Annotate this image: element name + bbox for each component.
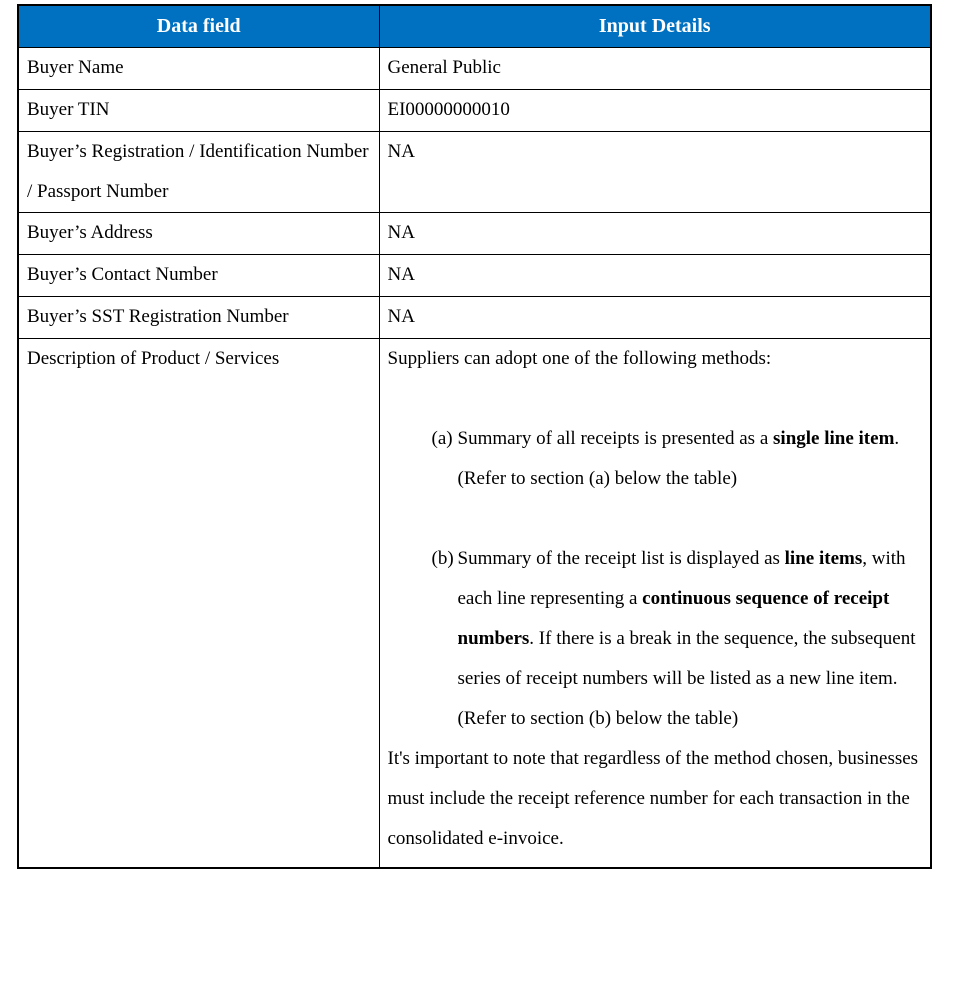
field-label: Buyer Name	[17, 47, 380, 90]
list-marker-a: (a)	[431, 428, 453, 449]
field-label: Buyer’s Address	[17, 212, 380, 255]
list-body-b: Summary of the receipt list is displayed…	[457, 548, 916, 729]
table-row-buyer-contact-number: Buyer’s Contact Number NA	[17, 254, 932, 297]
field-value: General Public	[378, 47, 932, 90]
table-row-buyer-name: Buyer Name General Public	[17, 47, 932, 90]
list-marker-b: (b)	[431, 548, 454, 569]
table-row-buyer-address: Buyer’s Address NA	[17, 212, 932, 255]
header-cell-data-field: Data field	[17, 4, 380, 48]
table-row-buyer-tin: Buyer TIN EI00000000010	[17, 89, 932, 132]
table-row-description-of-product-services: Description of Product / Services Suppli…	[17, 338, 932, 869]
field-value: NA	[378, 212, 932, 255]
description-footer: It's important to note that regardless o…	[387, 748, 919, 849]
header-cell-input-details: Input Details	[378, 4, 932, 48]
table-header-row: Data field Input Details	[17, 4, 932, 48]
description-list-item-b: (b) Summary of the receipt list is displ…	[388, 539, 923, 739]
field-label: Buyer’s Contact Number	[17, 254, 380, 297]
field-label: Buyer’s SST Registration Number	[17, 296, 380, 339]
field-label: Buyer TIN	[17, 89, 380, 132]
field-value: NA	[378, 296, 932, 339]
table-row-buyer-registration-number: Buyer’s Registration / Identification Nu…	[17, 131, 932, 213]
description-list-item-a: (a) Summary of all receipts is presented…	[388, 419, 923, 499]
field-value: NA	[378, 254, 932, 297]
field-label: Description of Product / Services	[17, 338, 380, 869]
description-cell: Suppliers can adopt one of the following…	[378, 338, 932, 869]
list-body-a: Summary of all receipts is presented as …	[457, 428, 900, 489]
field-value: EI00000000010	[378, 89, 932, 132]
buyer-details-table: Data field Input Details Buyer Name Gene…	[17, 4, 932, 869]
table-row-buyer-sst-registration-number: Buyer’s SST Registration Number NA	[17, 296, 932, 339]
description-intro: Suppliers can adopt one of the following…	[387, 348, 772, 369]
field-value: NA	[378, 131, 932, 213]
field-label: Buyer’s Registration / Identification Nu…	[17, 131, 380, 213]
